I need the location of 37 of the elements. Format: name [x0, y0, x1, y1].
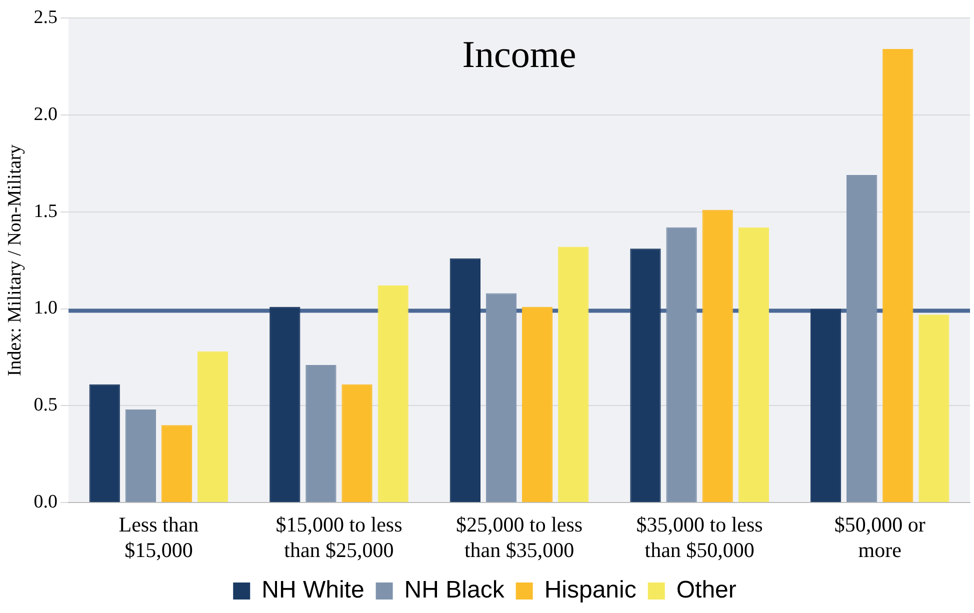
bar — [918, 314, 950, 502]
bar — [378, 286, 408, 502]
y-tick-label: 1.0 — [34, 298, 58, 319]
bar — [125, 410, 156, 502]
legend-label: Hispanic — [544, 576, 636, 604]
bar — [558, 246, 589, 502]
bar — [342, 384, 372, 502]
x-tick-label: $35,000 to less than $50,000 — [636, 512, 763, 562]
bar — [810, 308, 842, 502]
bar — [738, 227, 769, 502]
bar — [702, 210, 733, 502]
x-tick-label: $15,000 to less than $25,000 — [276, 512, 402, 562]
x-tick-label: $50,000 or more — [834, 512, 926, 562]
x-tick-label: $25,000 to less than $35,000 — [456, 512, 583, 562]
bar — [161, 425, 192, 502]
legend-label: NH White — [262, 576, 364, 604]
bar — [89, 384, 120, 502]
y-tick-label: 0.0 — [34, 492, 58, 513]
bar — [882, 49, 914, 502]
bar — [522, 306, 553, 502]
x-tick-label: Less than $15,000 — [118, 512, 200, 562]
legend-label: NH Black — [404, 576, 506, 604]
y-tick-label: 0.5 — [34, 394, 58, 416]
y-tick-label: 1.5 — [34, 200, 58, 222]
legend-label: Other — [676, 576, 736, 604]
bar — [486, 293, 517, 502]
y-tick-label: 2.5 — [34, 6, 58, 28]
bar — [630, 248, 661, 502]
bar — [450, 258, 481, 502]
bar — [270, 306, 300, 502]
chart-title: Income — [462, 34, 576, 76]
bar — [846, 175, 878, 502]
bar — [306, 364, 336, 502]
y-tick-label: 2.0 — [34, 104, 58, 125]
bar — [197, 351, 228, 502]
bar — [666, 227, 697, 502]
y-axis-title: Index: Military / Non-Military — [4, 144, 26, 376]
